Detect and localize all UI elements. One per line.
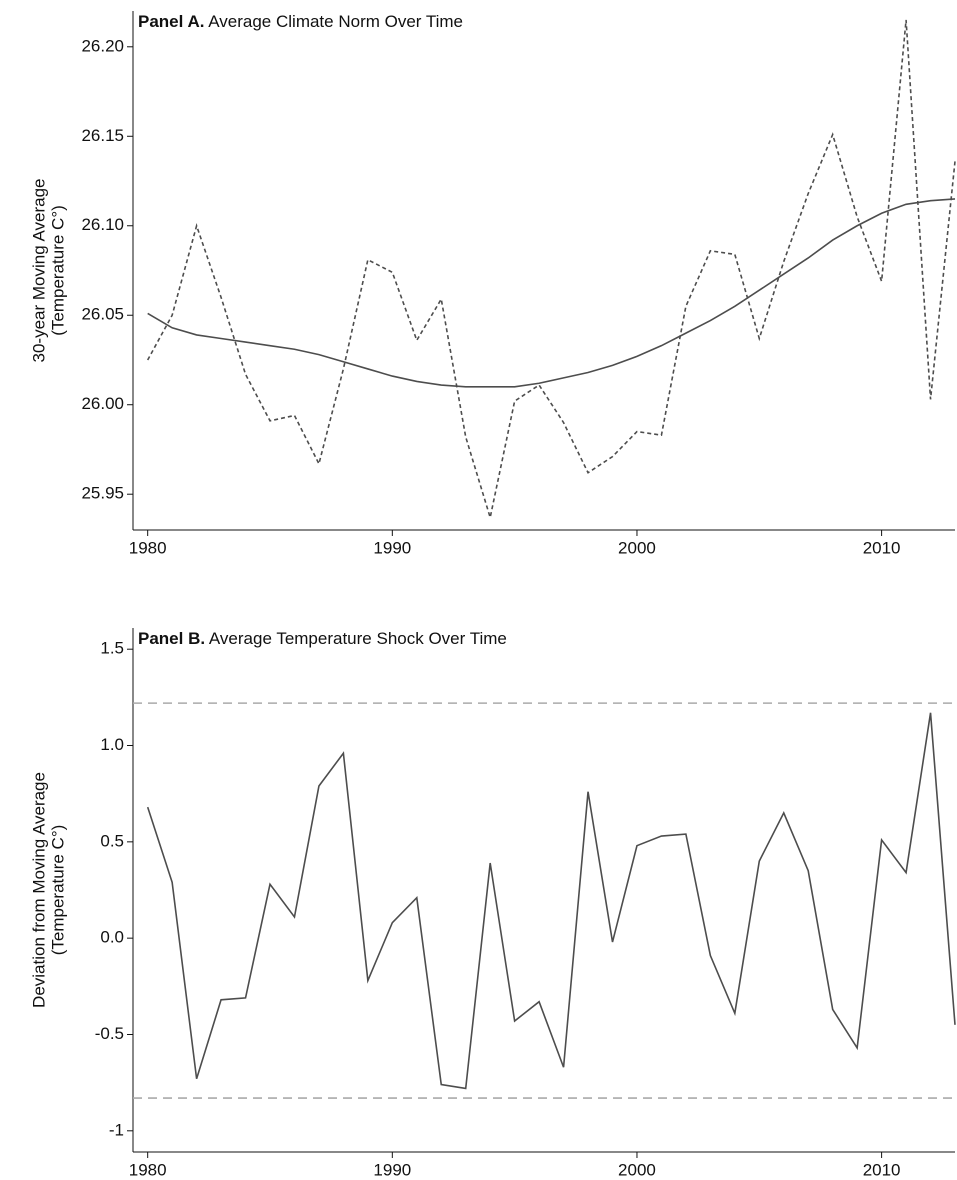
x-tick-label: 2010: [863, 1160, 901, 1179]
chart-title: Panel A. Average Climate Norm Over Time: [138, 12, 463, 31]
y-tick-label: 26.05: [81, 305, 124, 324]
series-line: [147, 198, 956, 388]
y-tick-label: 26.10: [81, 215, 124, 234]
y-axis-label: 30-year Moving Average: [29, 179, 48, 363]
y-tick-label: -1: [109, 1120, 124, 1139]
y-tick-label: 25.95: [81, 484, 124, 503]
x-tick-label: 2010: [863, 538, 901, 557]
x-tick-label: 2000: [618, 538, 656, 557]
x-tick-label: 1990: [373, 538, 411, 557]
chart-title: Panel B. Average Temperature Shock Over …: [138, 629, 507, 648]
y-tick-label: 1.5: [100, 639, 124, 658]
y-axis-label: Deviation from Moving Average: [29, 772, 48, 1008]
series-line: [146, 19, 956, 518]
title-text: Average Climate Norm Over Time: [208, 12, 463, 31]
x-tick-label: 1980: [129, 1160, 167, 1179]
y-tick-label: 0.5: [100, 831, 124, 850]
y-tick-label: 1.0: [100, 735, 124, 754]
title-label: Panel B.: [138, 629, 205, 648]
y-axis-label: (Temperature C°): [48, 825, 67, 956]
y-tick-label: 0.0: [100, 928, 124, 947]
title-text: Average Temperature Shock Over Time: [209, 629, 507, 648]
y-tick-label: 26.15: [81, 126, 124, 145]
y-tick-label: 26.00: [81, 394, 124, 413]
x-tick-label: 1980: [129, 538, 167, 557]
y-tick-label: -0.5: [95, 1024, 124, 1043]
y-axis-label: (Temperature C°): [48, 205, 67, 336]
x-tick-label: 2000: [618, 1160, 656, 1179]
series-line: [146, 712, 956, 1090]
x-tick-label: 1990: [373, 1160, 411, 1179]
y-tick-label: 26.20: [81, 36, 124, 55]
title-label: Panel A.: [138, 12, 204, 31]
